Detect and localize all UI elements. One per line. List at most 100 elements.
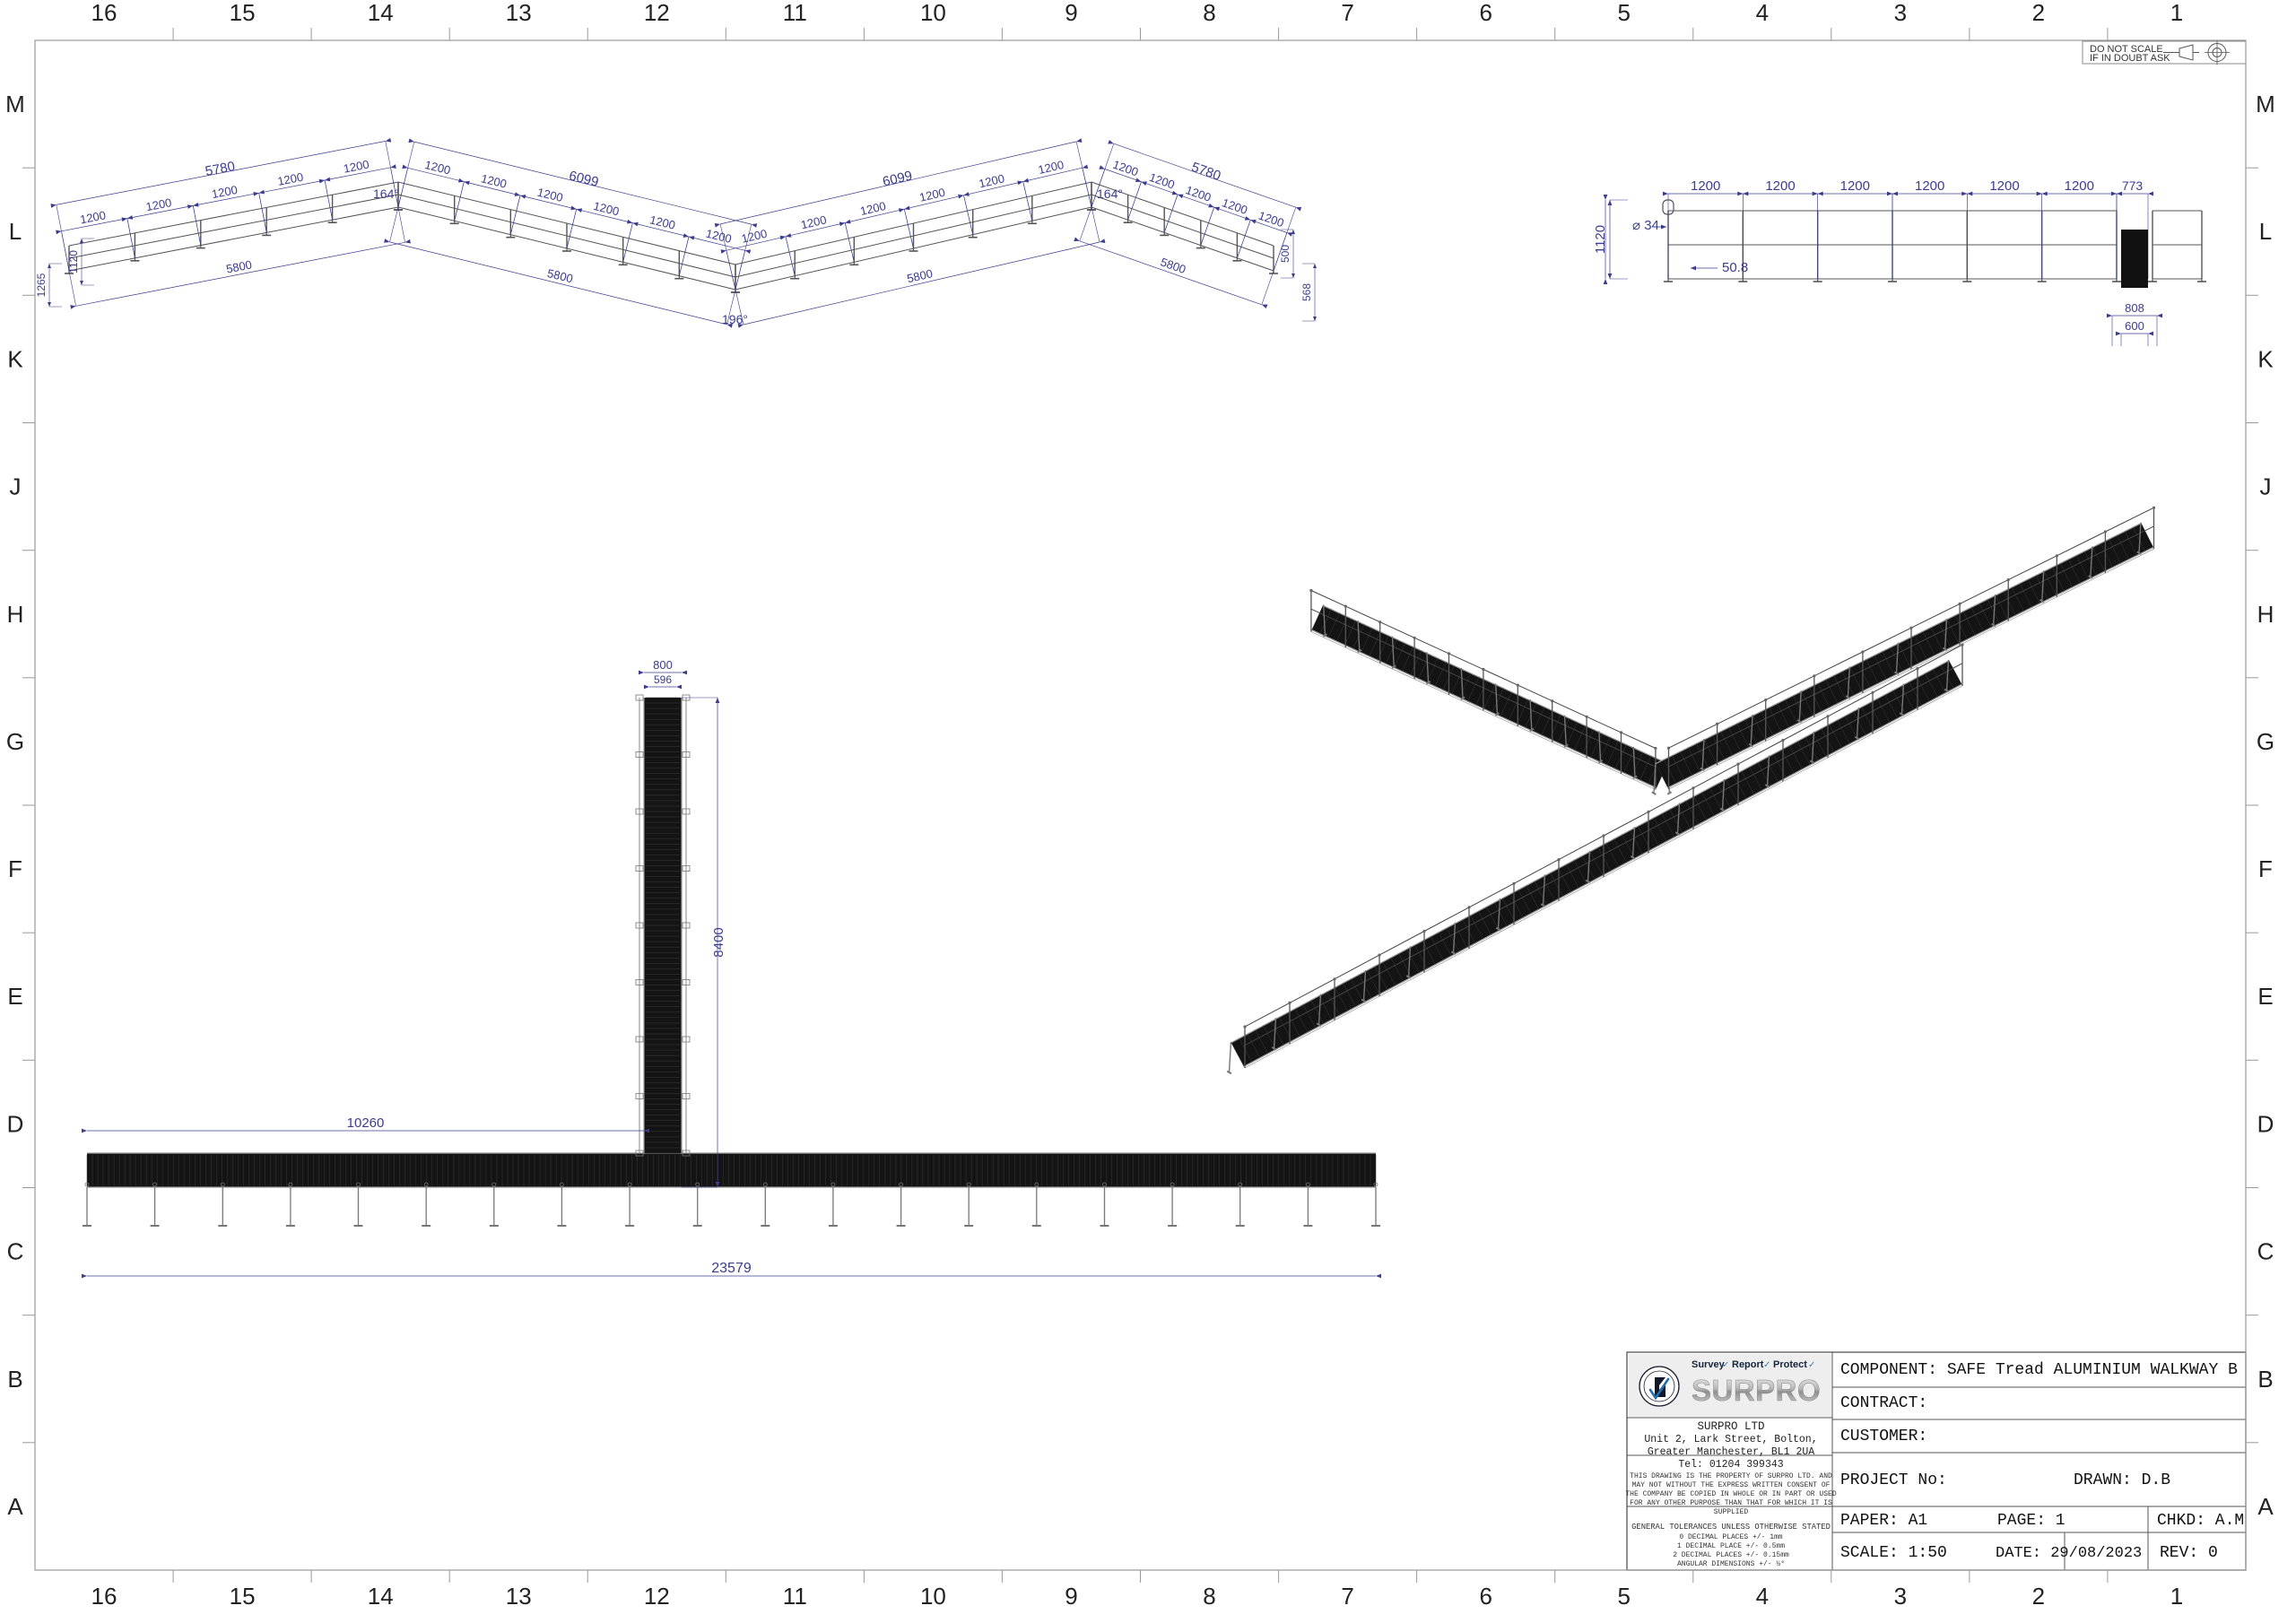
svg-text:1: 1 bbox=[2170, 1583, 2183, 1610]
svg-text:D: D bbox=[2257, 1110, 2274, 1137]
svg-text:A: A bbox=[2257, 1493, 2274, 1520]
svg-text:✓: ✓ bbox=[1763, 1360, 1770, 1370]
svg-text:K: K bbox=[2257, 345, 2274, 372]
svg-text:SCALE: 1:50: SCALE: 1:50 bbox=[1840, 1544, 1947, 1562]
svg-text:8: 8 bbox=[1203, 0, 1215, 26]
svg-text:5800: 5800 bbox=[906, 266, 935, 285]
svg-text:1200: 1200 bbox=[343, 157, 370, 175]
svg-text:1200: 1200 bbox=[918, 186, 947, 204]
svg-text:IF IN DOUBT ASK: IF IN DOUBT ASK bbox=[2090, 53, 2170, 64]
svg-text:2 DECIMAL PLACES +/- 0.15mm: 2 DECIMAL PLACES +/- 0.15mm bbox=[1673, 1551, 1789, 1559]
svg-text:1200: 1200 bbox=[79, 208, 107, 226]
svg-text:1 DECIMAL PLACE +/- 0.5mm: 1 DECIMAL PLACE +/- 0.5mm bbox=[1677, 1542, 1785, 1550]
svg-text:1200: 1200 bbox=[740, 227, 769, 246]
svg-text:FOR ANY OTHER PURPOSE THAN THA: FOR ANY OTHER PURPOSE THAN THAT FOR WHIC… bbox=[1630, 1499, 1832, 1507]
svg-text:1200: 1200 bbox=[423, 158, 452, 177]
svg-text:7: 7 bbox=[1341, 0, 1353, 26]
svg-text:A: A bbox=[7, 1493, 23, 1520]
svg-text:ANGULAR DIMENSIONS +/- ½°: ANGULAR DIMENSIONS +/- ½° bbox=[1677, 1560, 1785, 1568]
svg-text:600: 600 bbox=[2125, 319, 2144, 333]
svg-text:14: 14 bbox=[368, 1583, 394, 1610]
svg-text:568: 568 bbox=[1300, 283, 1313, 301]
svg-text:Report: Report bbox=[1732, 1359, 1764, 1370]
svg-text:PAPER: A1: PAPER: A1 bbox=[1840, 1512, 1927, 1530]
svg-text:1200: 1200 bbox=[1147, 170, 1176, 192]
svg-text:SURPRO: SURPRO bbox=[1692, 1374, 1821, 1407]
svg-text:COMPONENT: SAFE Tread ALUMINIU: COMPONENT: SAFE Tread ALUMINIUM WALKWAY … bbox=[1840, 1361, 2238, 1379]
svg-text:1: 1 bbox=[2170, 0, 2183, 26]
svg-text:9: 9 bbox=[1065, 1583, 1077, 1610]
svg-text:1200: 1200 bbox=[480, 171, 509, 190]
svg-text:0 DECIMAL PLACES +/- 1mm: 0 DECIMAL PLACES +/- 1mm bbox=[1679, 1533, 1782, 1541]
svg-text:C: C bbox=[7, 1238, 24, 1265]
svg-text:1200: 1200 bbox=[1915, 178, 1944, 194]
svg-text:1200: 1200 bbox=[859, 199, 888, 218]
svg-text:J: J bbox=[2260, 473, 2272, 500]
svg-text:6: 6 bbox=[1479, 1583, 1492, 1610]
svg-text:800: 800 bbox=[653, 658, 673, 672]
svg-text:4: 4 bbox=[1756, 1583, 1769, 1610]
svg-text:16: 16 bbox=[91, 0, 117, 26]
svg-text:E: E bbox=[2257, 983, 2273, 1010]
svg-text:SUPPLIED: SUPPLIED bbox=[1714, 1508, 1749, 1516]
svg-text:7: 7 bbox=[1341, 1583, 1353, 1610]
svg-text:6099: 6099 bbox=[568, 169, 600, 190]
svg-text:REV: 0: REV: 0 bbox=[2160, 1544, 2218, 1562]
svg-text:5780: 5780 bbox=[204, 159, 236, 179]
svg-text:1200: 1200 bbox=[1037, 158, 1065, 177]
svg-text:2: 2 bbox=[2032, 0, 2045, 26]
svg-text:DATE: 29/08/2023: DATE: 29/08/2023 bbox=[1996, 1545, 2142, 1562]
svg-text:1200: 1200 bbox=[1111, 158, 1140, 179]
svg-text:1200: 1200 bbox=[978, 171, 1006, 190]
svg-text:CHKD: A.M: CHKD: A.M bbox=[2157, 1512, 2244, 1530]
svg-text:15: 15 bbox=[230, 0, 256, 26]
svg-text:1200: 1200 bbox=[799, 213, 828, 231]
svg-text:CONTRACT:: CONTRACT: bbox=[1840, 1394, 1927, 1412]
svg-text:✓: ✓ bbox=[1722, 1360, 1729, 1370]
svg-text:1265: 1265 bbox=[35, 273, 48, 297]
svg-text:SURPRO LTD: SURPRO LTD bbox=[1697, 1420, 1764, 1433]
svg-text:10: 10 bbox=[920, 1583, 946, 1610]
svg-text:1200: 1200 bbox=[1989, 178, 2019, 194]
svg-text:10: 10 bbox=[920, 0, 946, 26]
svg-text:J: J bbox=[10, 473, 22, 500]
svg-text:8: 8 bbox=[1203, 1583, 1215, 1610]
svg-text:B: B bbox=[7, 1366, 22, 1393]
svg-text:H: H bbox=[7, 601, 24, 628]
svg-text:1200: 1200 bbox=[1257, 209, 1285, 230]
svg-text:✓: ✓ bbox=[1808, 1360, 1815, 1370]
svg-text:15: 15 bbox=[230, 1583, 256, 1610]
svg-text:5780: 5780 bbox=[1189, 160, 1222, 184]
svg-text:1200: 1200 bbox=[648, 213, 677, 231]
svg-text:Survey: Survey bbox=[1692, 1359, 1726, 1370]
svg-text:773: 773 bbox=[2122, 178, 2144, 193]
svg-text:THE COMPANY BE COPIED IN WHOLE: THE COMPANY BE COPIED IN WHOLE OR IN PAR… bbox=[1625, 1490, 1836, 1498]
svg-text:Tel: 01204 399343: Tel: 01204 399343 bbox=[1678, 1459, 1783, 1471]
svg-text:Protect: Protect bbox=[1773, 1359, 1807, 1370]
svg-text:12: 12 bbox=[644, 1583, 670, 1610]
svg-text:1200: 1200 bbox=[592, 199, 621, 218]
svg-text:Greater Manchester, BL1 2UA: Greater Manchester, BL1 2UA bbox=[1648, 1446, 1814, 1458]
svg-text:8400: 8400 bbox=[711, 927, 726, 957]
svg-text:596: 596 bbox=[654, 673, 672, 686]
svg-text:1200: 1200 bbox=[1691, 178, 1720, 194]
svg-text:1200: 1200 bbox=[1840, 178, 1870, 194]
svg-text:16: 16 bbox=[91, 1583, 117, 1610]
svg-text:F: F bbox=[8, 855, 22, 882]
svg-text:13: 13 bbox=[506, 0, 532, 26]
svg-text:MAY NOT WITHOUT THE EXPRESS WR: MAY NOT WITHOUT THE EXPRESS WRITTEN CONS… bbox=[1632, 1481, 1831, 1489]
svg-text:F: F bbox=[2258, 855, 2273, 882]
svg-text:2: 2 bbox=[2032, 1583, 2045, 1610]
svg-text:PAGE: 1: PAGE: 1 bbox=[1997, 1512, 2066, 1530]
svg-text:GENERAL TOLERANCES UNLESS OTHE: GENERAL TOLERANCES UNLESS OTHERWISE STAT… bbox=[1631, 1523, 1831, 1532]
svg-text:1120: 1120 bbox=[1593, 225, 1608, 254]
svg-text:164°: 164° bbox=[1097, 187, 1123, 201]
svg-text:196°: 196° bbox=[722, 312, 748, 326]
svg-text:1200: 1200 bbox=[1221, 195, 1249, 217]
svg-text:10260: 10260 bbox=[347, 1115, 385, 1131]
svg-text:1200: 1200 bbox=[144, 195, 172, 213]
svg-text:164°: 164° bbox=[373, 187, 399, 201]
svg-text:808: 808 bbox=[2125, 301, 2144, 315]
svg-text:1120: 1120 bbox=[67, 250, 80, 273]
svg-text:5800: 5800 bbox=[225, 257, 253, 275]
